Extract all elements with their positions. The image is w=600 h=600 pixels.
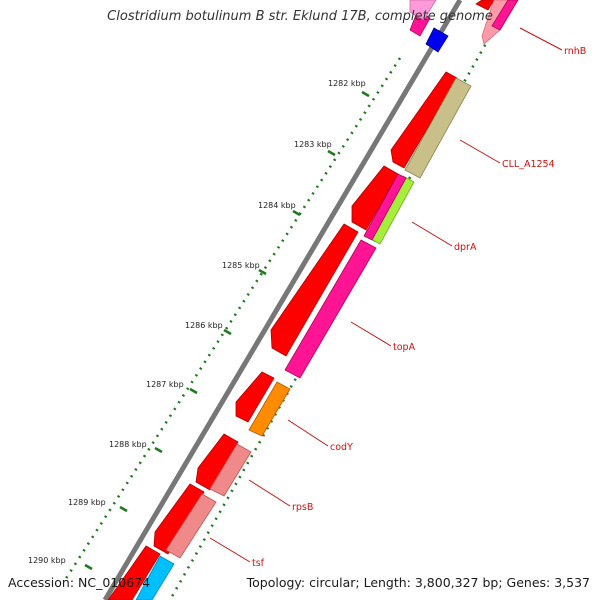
gene-label-topA: topA (393, 342, 416, 353)
tick-mark-1284 (292, 209, 301, 217)
tick-label-1286: 1286 kbp (185, 321, 223, 330)
tick-mark-1288 (154, 446, 163, 454)
cds-arrow-7 (107, 545, 161, 600)
cds-arrow-top (475, 0, 495, 11)
leader-line-topA (350, 321, 392, 347)
tick-mark-1285 (258, 268, 267, 276)
leader-line-tsf (209, 537, 251, 563)
topology-label: Topology: circular; Length: 3,800,327 bp… (246, 575, 590, 590)
leader-line-rnhB (519, 27, 563, 51)
tick-label-1289: 1289 kbp (68, 498, 106, 507)
tick-label-1287: 1287 kbp (146, 380, 184, 389)
tick-mark-1282 (361, 90, 370, 98)
map-title: Clostridium botulinum B str. Eklund 17B,… (107, 9, 493, 24)
gene-bar-blue-top (425, 27, 449, 53)
cds-arrow-6 (153, 483, 205, 555)
gene-label-CLL_A1254: CLL_A1254 (502, 159, 555, 170)
leader-line-rpsB (248, 479, 291, 507)
tick-label-1284: 1284 kbp (258, 201, 296, 210)
scale-ring (63, 57, 402, 581)
gene-label-tsf: tsf (252, 558, 265, 569)
tick-label-1288: 1288 kbp (109, 440, 147, 449)
gene-bar-topA (284, 239, 377, 379)
tick-mark-1290 (84, 563, 93, 571)
accession-label: Accession: NC_010674 (8, 575, 151, 590)
leader-line-codY (287, 419, 329, 447)
cds-arrow-5 (195, 433, 239, 491)
leader-line-dprA (411, 221, 453, 247)
gene-label-dprA: dprA (454, 242, 477, 253)
tick-label-1282: 1282 kbp (328, 79, 366, 88)
tick-label-1283: 1283 kbp (294, 140, 332, 149)
tick-label-1290: 1290 kbp (28, 556, 66, 565)
gene-bar-tsf-partner (135, 555, 175, 600)
tick-label-1285: 1285 kbp (222, 261, 260, 270)
genome-backbone (102, 0, 463, 600)
cds-arrow-1 (390, 71, 458, 169)
gene-bar-CLL_A1254 (404, 77, 472, 179)
gene-bar-rpsB (209, 443, 252, 497)
cds-arrow-3 (270, 223, 359, 357)
gene-label-codY: codY (330, 442, 353, 453)
tick-mark-1286 (223, 328, 232, 336)
tick-mark-1289 (119, 505, 128, 513)
tick-mark-1283 (327, 149, 336, 157)
gene-bar-tsf (165, 493, 217, 559)
gene-bar-magenta-small (363, 173, 407, 241)
gene-bar-pink-top-left (409, 0, 437, 21)
tick-mark-1287 (189, 387, 198, 395)
leader-line-CLL_A1254 (459, 139, 501, 164)
gene-label-rpsB: rpsB (292, 502, 313, 513)
gene-bar-pink-top (491, 0, 519, 31)
cds-arrow-2 (351, 165, 399, 231)
gene-bar-codY (248, 381, 291, 437)
cds-arrow-4 (235, 371, 275, 423)
gene-label-rnhB: rnhB (564, 46, 586, 57)
